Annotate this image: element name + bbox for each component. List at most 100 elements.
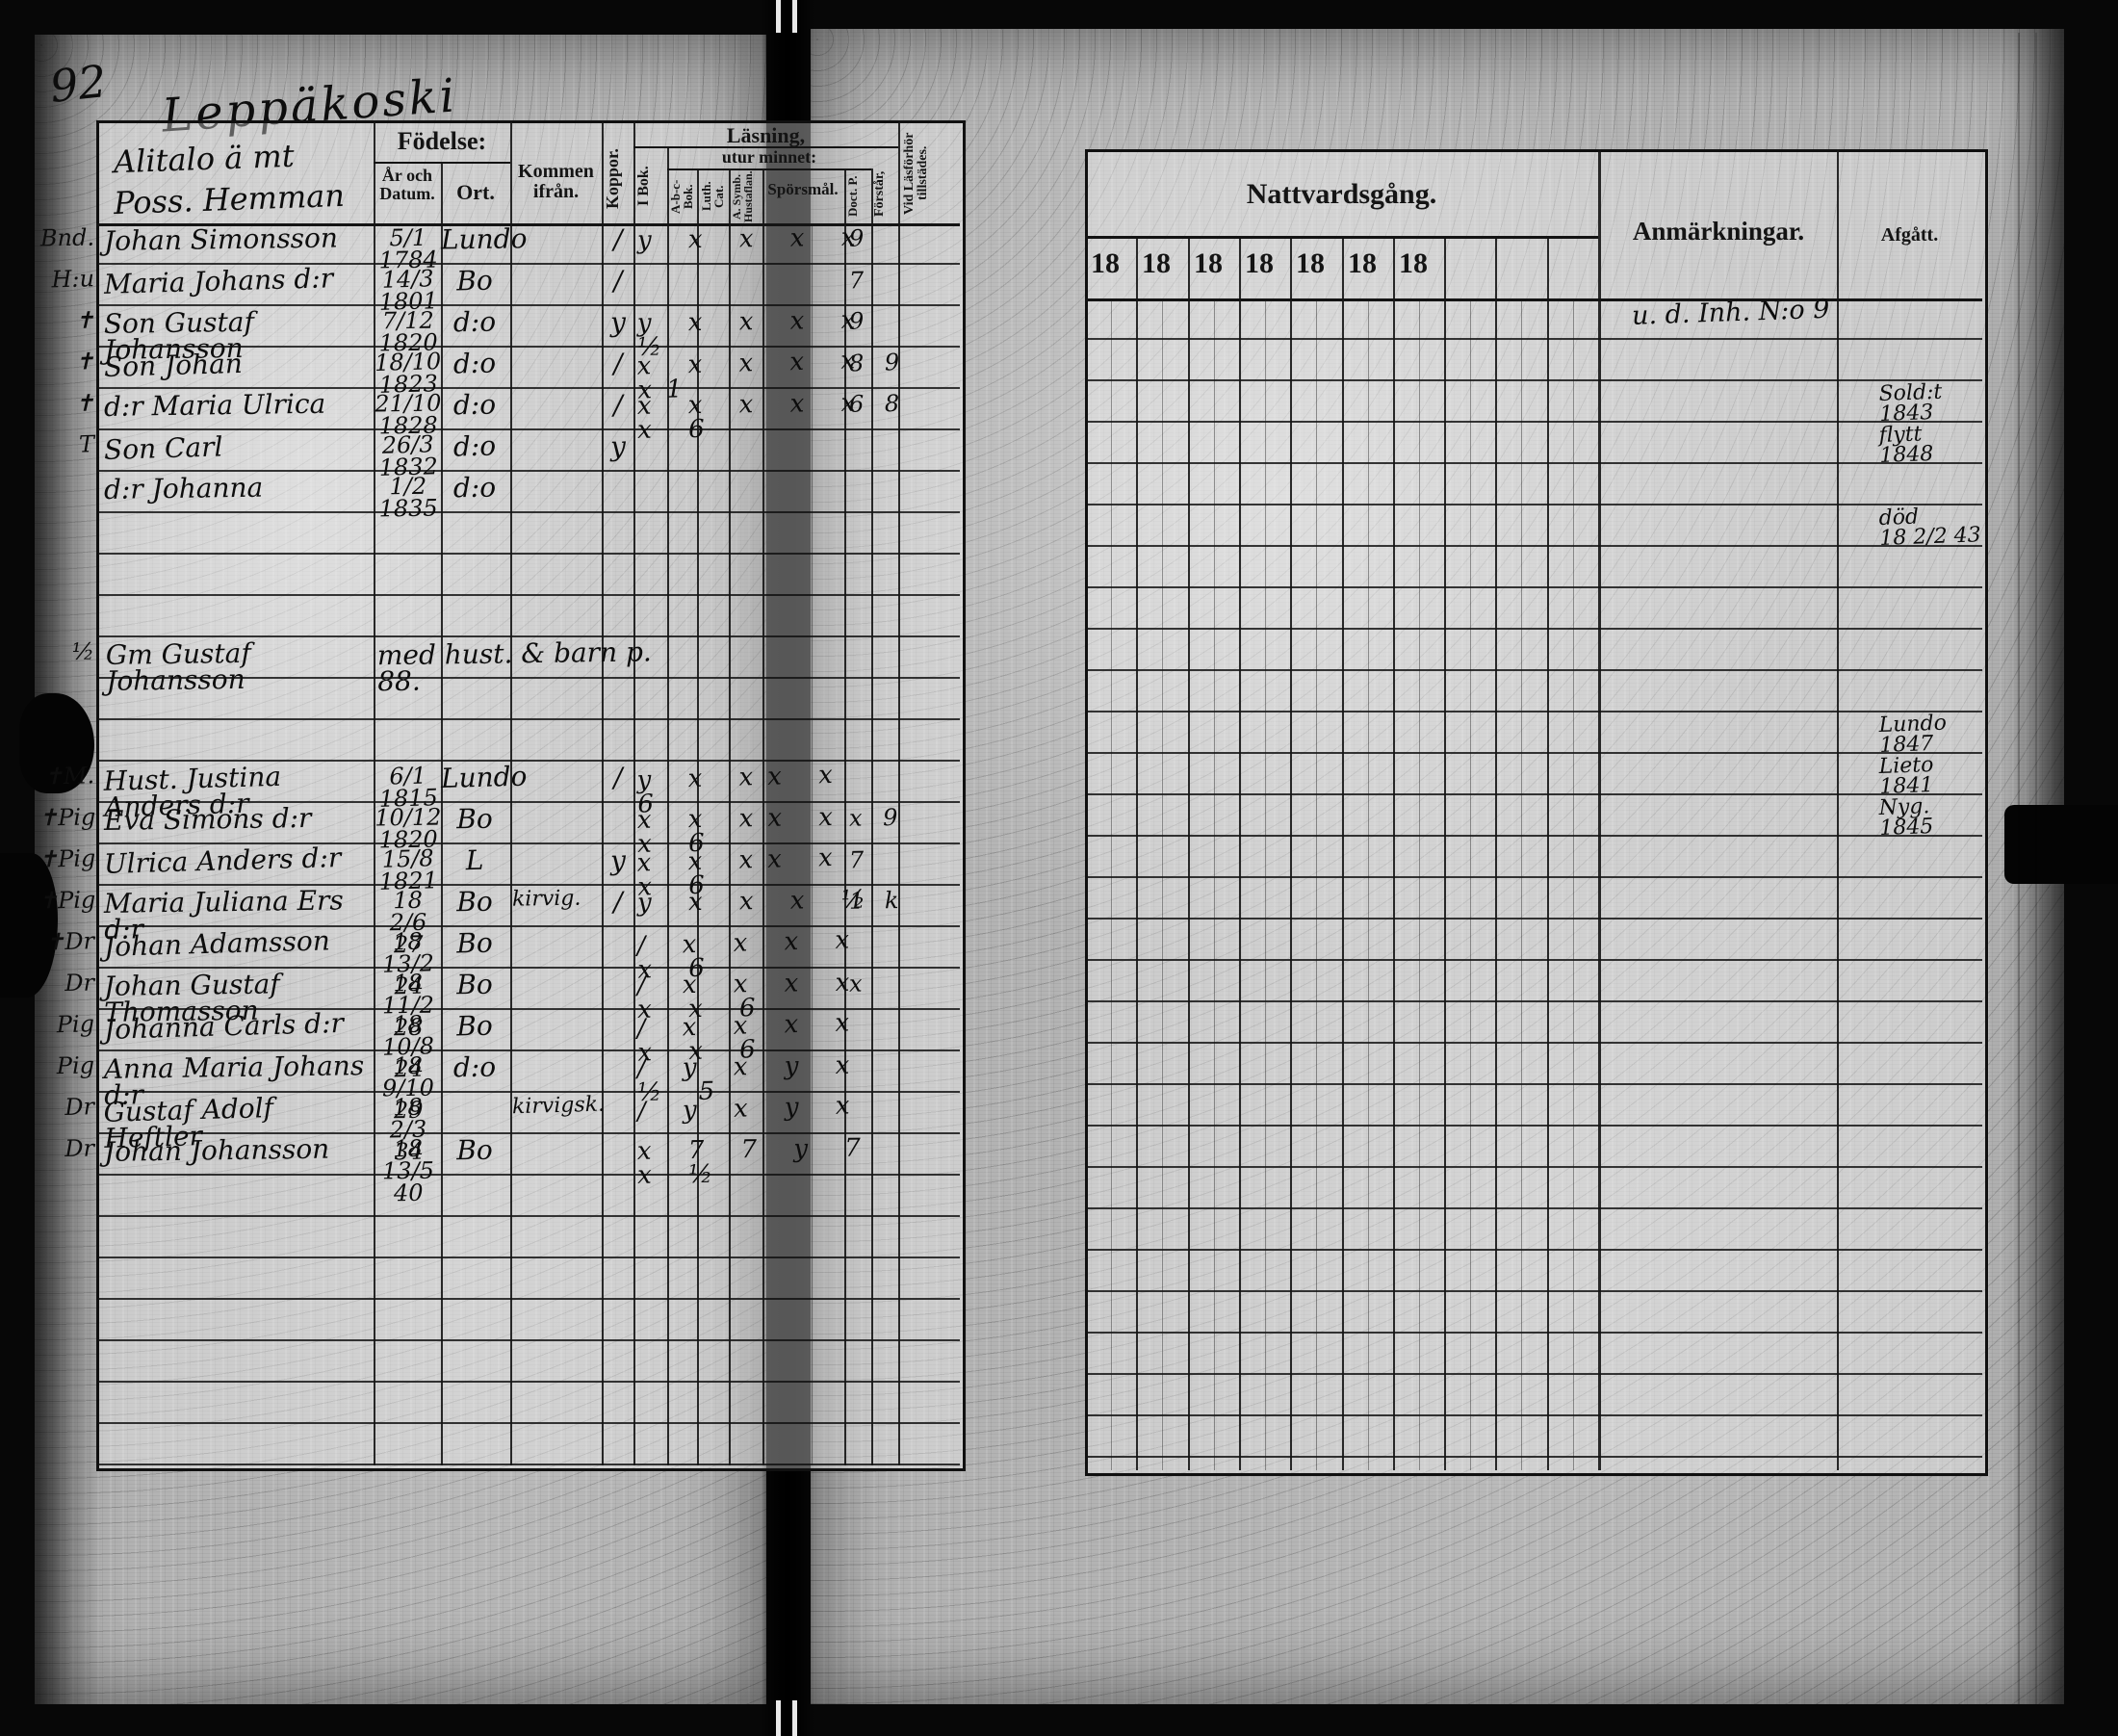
spine-glint <box>776 0 781 33</box>
table-grid-line <box>1265 298 1266 1470</box>
came-from: kirvigsk. <box>511 1092 606 1120</box>
birth-place: Lundo <box>440 760 528 794</box>
birth-place: Lundo <box>440 222 528 256</box>
birth-place: d:o <box>452 471 497 505</box>
table-grid-line <box>697 168 699 1465</box>
table-grid-line <box>1598 149 1601 1470</box>
table-grid-line <box>667 168 871 170</box>
smallpox-mark: / <box>613 885 623 919</box>
margin-mark: ✝Pig <box>38 844 96 873</box>
birth-place: Bo <box>456 1133 493 1167</box>
margin-mark: Pig <box>56 1010 95 1039</box>
birth-place: d:o <box>452 1050 497 1084</box>
birth-place: L <box>465 843 484 877</box>
spine-glint <box>792 0 797 33</box>
smallpox-mark: / <box>613 388 623 422</box>
column-header-nattvardsgang: Nattvardsgång. <box>1246 178 1437 210</box>
margin-mark: ✝ <box>74 306 95 334</box>
table-grid-line <box>1470 298 1471 1470</box>
table-grid-line <box>729 168 731 1465</box>
table-grid-line <box>667 146 669 1465</box>
left-table-row-lines <box>99 223 960 1465</box>
table-grid-line <box>1837 149 1839 1470</box>
page-fold-line <box>2018 33 2020 1704</box>
departure-note: Nyg. 1845 <box>1878 794 1934 841</box>
relocation-note: med hust. & barn p. 88. <box>376 635 653 697</box>
smallpox-mark: / <box>612 347 624 380</box>
person-name: Maria Johans d:r <box>103 262 334 300</box>
table-grid-line <box>1136 236 1138 1470</box>
birth-place: Bo <box>455 264 494 298</box>
margin-mark: ½ <box>71 637 95 665</box>
examination-mark: 7 <box>848 266 871 295</box>
margin-mark: ✝Pig <box>38 886 96 915</box>
person-name: Johan Johansson <box>103 1132 330 1168</box>
birth-place: Bo <box>456 802 493 836</box>
column-header-sporsmal: Spörs­mål. <box>767 180 839 198</box>
farm-name-line1: Alitalo ä mt <box>113 137 296 181</box>
came-from: kirvig. <box>511 886 581 912</box>
column-header-kommen-ifran: Kommen ifrån. <box>518 161 594 202</box>
table-grid-line <box>633 146 898 148</box>
spine-glint <box>792 1700 797 1736</box>
table-grid-line <box>1342 236 1344 1470</box>
table-grid-line <box>1290 236 1292 1470</box>
table-grid-line <box>1419 298 1420 1470</box>
table-grid-line <box>633 120 635 1465</box>
table-grid-line <box>374 120 375 1465</box>
birth-place: d:o <box>452 305 497 339</box>
year-column-label: 18 <box>1091 247 1120 279</box>
person-name: d:r Johanna <box>103 471 264 505</box>
examination-mark: x <box>848 970 869 998</box>
smallpox-mark: y <box>609 429 627 463</box>
table-grid-line <box>1085 298 1982 301</box>
table-grid-line <box>510 120 512 1465</box>
year-column-label: 18 <box>1245 247 1274 279</box>
birth-place: d:o <box>452 429 497 463</box>
table-grid-line <box>1368 298 1369 1470</box>
departure-note: flytt 1848 <box>1878 422 1934 468</box>
right-table-row-lines <box>1088 298 1982 1458</box>
scan-artifact <box>19 693 94 793</box>
margin-mark: ✝ <box>74 389 95 417</box>
margin-mark: Pig <box>56 1051 95 1080</box>
spine-glint <box>776 1700 781 1736</box>
column-header-lasning: Läsning, <box>726 123 806 147</box>
smallpox-mark: / <box>612 264 624 298</box>
margin-mark: H:u <box>51 265 95 294</box>
birth-place: Bo <box>455 1009 494 1043</box>
scan-artifact <box>0 853 58 998</box>
page-number: 92 <box>47 55 110 113</box>
table-grid-line <box>602 120 604 1465</box>
remark-note: u. d. Inh. N:o 9 <box>1631 294 1830 331</box>
birth-date: 1/2 1835 <box>378 472 438 523</box>
examination-mark: 9 <box>848 224 871 252</box>
margin-mark: ✝ <box>74 348 95 376</box>
examination-mark: 7 <box>848 845 871 874</box>
note-name: Gm Gustaf Johansson <box>105 636 251 697</box>
table-grid-line <box>1393 236 1395 1470</box>
table-grid-line <box>1547 236 1549 1470</box>
table-grid-line <box>1239 236 1241 1470</box>
table-grid-line <box>871 168 873 1465</box>
table-grid-line <box>1162 298 1163 1470</box>
table-grid-line <box>1444 236 1446 1470</box>
birth-place: Bo <box>455 926 494 960</box>
examination-mark: 9 <box>848 307 871 335</box>
birth-place: d:o <box>452 347 497 380</box>
column-header-afgatt: Afgått. <box>1880 224 1939 246</box>
year-column-label: 18 <box>1296 247 1325 279</box>
column-header-vid-lasforhor: Vid Läsförhör tillstädes. <box>902 132 930 215</box>
farm-name-line2: Poss. Hemman <box>113 176 346 222</box>
table-grid-line <box>898 120 900 1465</box>
column-header-koppor: Koppor. <box>603 148 622 210</box>
person-name: Johan Simonsson <box>103 221 339 257</box>
departure-note: Lieto 1841 <box>1878 752 1934 799</box>
birth-date: 18 13/5 40 <box>381 1134 435 1206</box>
column-header-fodelse: Födelse: <box>397 127 487 155</box>
smallpox-mark: y <box>609 843 627 877</box>
smallpox-mark: / <box>612 761 624 794</box>
margin-mark: Dr <box>65 969 95 998</box>
column-header-ar-och-datum: År och Datum. <box>379 166 435 203</box>
